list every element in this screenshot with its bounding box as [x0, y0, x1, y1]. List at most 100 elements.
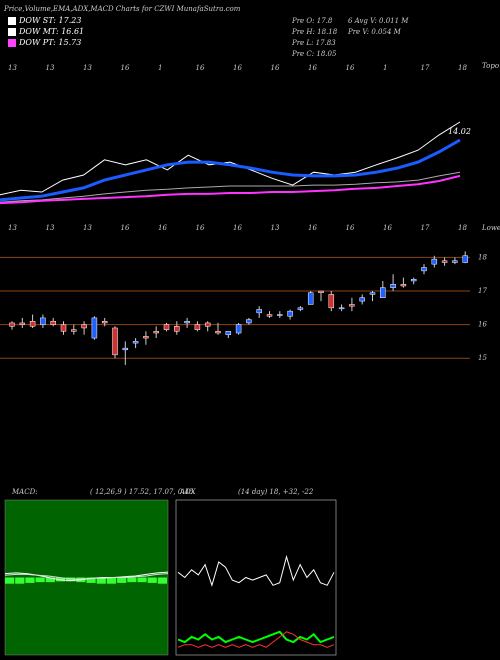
candle-body	[153, 331, 159, 334]
candle-body	[19, 322, 26, 325]
candle-body	[29, 321, 36, 327]
legend-label: DOW PT: 15.73	[18, 38, 81, 47]
corner-label: Lower	[481, 224, 500, 232]
adx-line	[177, 630, 335, 644]
candle-body	[91, 317, 98, 339]
macd-line	[4, 573, 169, 580]
candle-body	[431, 258, 438, 265]
candle-body	[60, 324, 67, 332]
histogram-bar	[96, 577, 106, 584]
legend-label: DOW ST: 17.23	[18, 16, 81, 25]
adx-line	[177, 554, 335, 587]
candle-body	[9, 322, 15, 327]
date-label: 17	[421, 64, 430, 72]
date-label: 16	[121, 64, 130, 72]
candle-body	[225, 331, 232, 335]
legend-swatch	[8, 28, 16, 36]
date-label: 13	[271, 224, 280, 232]
y-tick-label: 17	[478, 287, 487, 295]
candle-body	[71, 329, 77, 332]
histogram-bar	[106, 577, 117, 584]
pre-value: Pre O: 17.8	[291, 17, 333, 25]
page-title: Price,Volume,EMA,ADX,MACD Charts for CZW…	[3, 5, 241, 13]
date-label: 18	[458, 64, 467, 72]
candle-body	[421, 267, 427, 272]
pre-value: Pre L: 17.83	[291, 39, 336, 47]
ema-line	[0, 138, 461, 202]
date-label: 16	[196, 64, 205, 72]
candle-body	[40, 317, 46, 325]
date-label: 16	[346, 64, 355, 72]
candle-body	[143, 336, 149, 339]
legend-label: DOW MT: 16.61	[18, 27, 84, 36]
ema-line	[0, 174, 461, 205]
date-label: 13	[8, 224, 17, 232]
legend-swatch	[8, 39, 16, 47]
candle-body	[246, 319, 252, 324]
date-label: 16	[308, 64, 317, 72]
candle-body	[266, 314, 273, 317]
candle-body	[215, 331, 221, 334]
date-label: 13	[83, 64, 92, 72]
candle-body	[400, 284, 407, 287]
histogram-bar	[25, 577, 35, 583]
candle-body	[256, 309, 262, 314]
candle-body	[112, 327, 118, 356]
panel-background	[175, 499, 337, 656]
volume-value: 6 Avg V: 0.011 M	[348, 17, 409, 25]
candle-body	[235, 324, 242, 334]
pre-value: Pre C: 18.05	[291, 50, 337, 58]
candle-body	[441, 260, 448, 263]
y-tick-label: 16	[478, 321, 487, 329]
candle-body	[50, 321, 56, 325]
candle-body	[163, 324, 170, 330]
histogram-bar	[45, 577, 55, 583]
candle-body	[462, 255, 468, 263]
legend-swatch	[8, 17, 16, 25]
candle-body	[81, 324, 87, 329]
histogram-bar	[5, 577, 15, 584]
panel-title: ADX	[179, 488, 197, 496]
panel-title: MACD:	[11, 488, 38, 496]
date-label: 1	[158, 64, 162, 72]
date-label: 18	[458, 224, 467, 232]
date-label: 13	[83, 224, 92, 232]
candle-body	[204, 322, 211, 327]
candle-body	[297, 307, 304, 310]
candle-body	[277, 314, 283, 316]
date-label: 16	[158, 224, 167, 232]
y-tick-label: 15	[478, 354, 487, 362]
candle-body	[410, 279, 417, 282]
date-label: 16	[121, 224, 130, 232]
volume-value: Pre V: 0.054 M	[347, 28, 402, 36]
date-label: 16	[233, 224, 242, 232]
date-label: 16	[383, 224, 392, 232]
histogram-bar	[127, 577, 137, 583]
candle-body	[390, 284, 396, 288]
histogram-bar	[137, 577, 147, 583]
histogram-bar	[157, 577, 167, 584]
ema-line	[0, 171, 461, 203]
date-label: 16	[233, 64, 242, 72]
candle-body	[122, 347, 129, 351]
adx-line	[177, 631, 335, 648]
candle-body	[380, 287, 386, 298]
candle-body	[287, 310, 293, 317]
candle-body	[101, 321, 108, 324]
date-label: 16	[196, 224, 205, 232]
candle-body	[338, 307, 345, 310]
candle-body	[369, 292, 376, 295]
y-tick-label: 18	[478, 253, 487, 261]
candle-body	[328, 294, 335, 309]
candle-body	[174, 326, 180, 332]
date-label: 13	[46, 224, 55, 232]
candle-body	[318, 290, 324, 293]
candle-body	[349, 304, 355, 307]
candle-body	[132, 341, 139, 344]
histogram-bar	[117, 577, 127, 583]
date-label: 16	[308, 224, 317, 232]
panel-subtitle: (14 day) 18, +32, -22	[238, 488, 314, 496]
date-label: 13	[8, 64, 17, 72]
candle-body	[307, 292, 314, 305]
